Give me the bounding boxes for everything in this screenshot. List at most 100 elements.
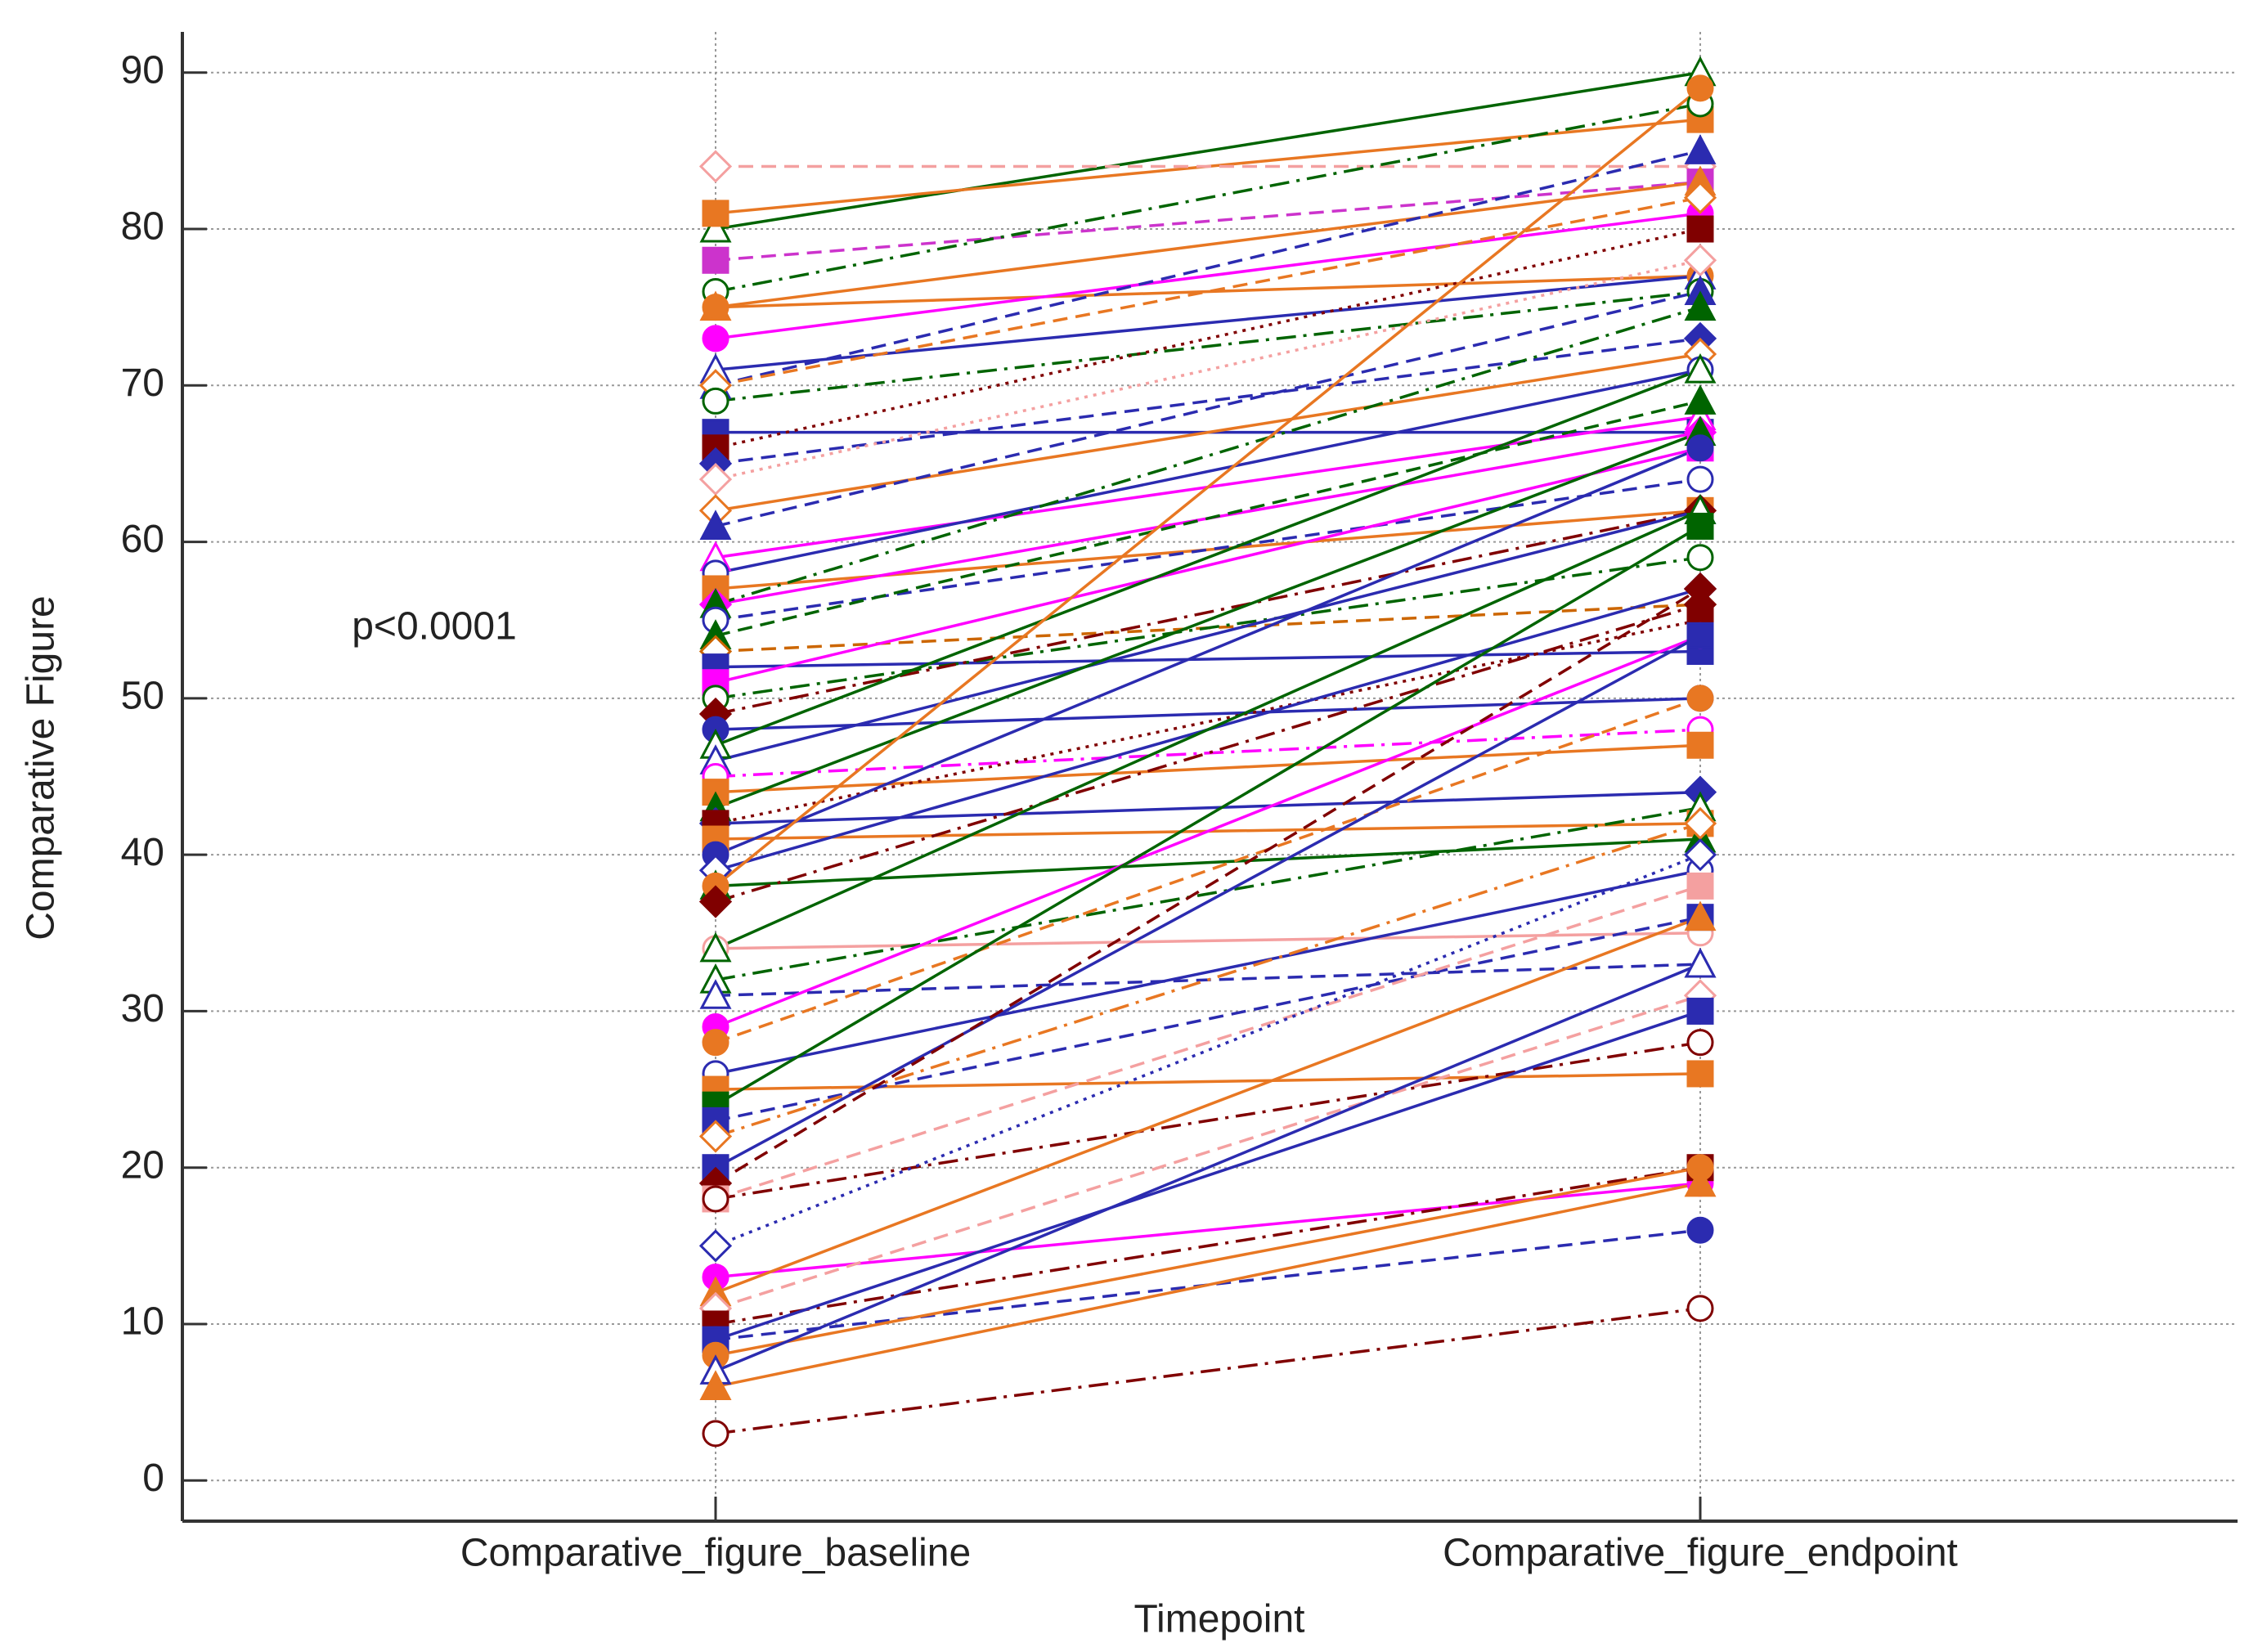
series-line (715, 916, 1701, 1295)
series-line (715, 1165, 1701, 1326)
marker (698, 150, 733, 183)
series-line (715, 1182, 1701, 1279)
marker (1686, 74, 1714, 102)
series-line (715, 1307, 1701, 1435)
marker (1683, 572, 1717, 606)
series-line (715, 509, 1701, 716)
y-tick-label: 50 (121, 675, 164, 718)
series-line (715, 149, 1701, 387)
y-tick-label: 70 (121, 361, 164, 405)
marker (1684, 900, 1717, 931)
marker (1686, 1029, 1714, 1057)
marker (1683, 806, 1717, 841)
series-line (715, 822, 1701, 1138)
series-line (715, 587, 1701, 1185)
marker (1683, 244, 1717, 277)
marker (702, 1420, 729, 1448)
marker (1684, 1166, 1717, 1197)
marker (699, 212, 732, 243)
marker (702, 1185, 729, 1213)
series-line (715, 884, 1701, 1201)
series-line (715, 509, 1701, 763)
series-line (715, 180, 1701, 309)
marker (702, 387, 729, 415)
series-line (715, 649, 1701, 669)
marker (699, 931, 732, 963)
marker (702, 200, 729, 227)
series-line (715, 274, 1701, 309)
marker (1684, 134, 1717, 164)
y-axis-label: Comparative Figure (20, 595, 63, 940)
marker (1683, 838, 1717, 872)
series-line (715, 102, 1701, 294)
y-tick-label: 10 (121, 1300, 164, 1344)
marker (698, 1120, 733, 1153)
series-line (715, 290, 1701, 403)
series-line (715, 869, 1701, 1075)
series-line (715, 447, 1701, 685)
y-tick-label: 40 (121, 831, 164, 874)
series-line (715, 290, 1701, 528)
marker (702, 325, 729, 352)
series-line (715, 634, 1701, 1029)
series-line (715, 1009, 1701, 1341)
marker (1686, 465, 1714, 493)
y-tick-label: 0 (142, 1457, 164, 1500)
marker (1686, 512, 1714, 540)
series-line (715, 180, 1701, 263)
series-line (715, 305, 1701, 606)
y-tick-label: 90 (121, 48, 164, 92)
series-line (715, 274, 1701, 371)
series-line (715, 806, 1701, 981)
series-line (715, 931, 1701, 950)
marker (699, 1370, 732, 1400)
series-line (715, 915, 1701, 1123)
marker (699, 979, 732, 1009)
marker (1684, 290, 1717, 321)
marker (702, 246, 729, 274)
marker (1686, 622, 1714, 649)
marker (1686, 1060, 1714, 1088)
series-line (715, 1165, 1701, 1357)
marker (698, 1229, 733, 1263)
series-line (715, 227, 1701, 450)
marker (1686, 544, 1714, 572)
series-line (715, 399, 1701, 638)
annotation: p<0.0001 (352, 605, 517, 649)
series-line (715, 337, 1701, 465)
x-tick-label: Comparative_figure_baseline (460, 1532, 971, 1575)
series-line (715, 603, 1701, 904)
marker (1686, 434, 1714, 462)
marker (1686, 997, 1714, 1025)
marker (699, 510, 732, 540)
y-tick-label: 30 (121, 987, 164, 1030)
series-line (715, 368, 1701, 575)
marker (1684, 352, 1717, 384)
x-tick-label: Comparative_figure_endpoint (1443, 1532, 1958, 1575)
marker (1686, 685, 1714, 712)
marker (702, 294, 729, 321)
y-tick-label: 20 (121, 1143, 164, 1187)
series-line (715, 1040, 1701, 1201)
series-line (715, 431, 1701, 810)
series-line (715, 790, 1701, 825)
series-line (715, 196, 1701, 388)
series-line (715, 509, 1701, 950)
series-line (715, 368, 1701, 747)
series-line (715, 555, 1701, 700)
series-line (715, 524, 1701, 1107)
series-line (715, 212, 1701, 340)
series-line (715, 71, 1701, 231)
series-line (714, 87, 1702, 887)
series-line (715, 447, 1701, 856)
series-line (715, 994, 1701, 1310)
series-line (715, 258, 1701, 481)
series-line (715, 837, 1701, 888)
series-line (715, 728, 1701, 779)
series-line (715, 697, 1701, 731)
series-line (715, 352, 1701, 513)
marker (1686, 1216, 1714, 1244)
marker (1686, 731, 1714, 759)
